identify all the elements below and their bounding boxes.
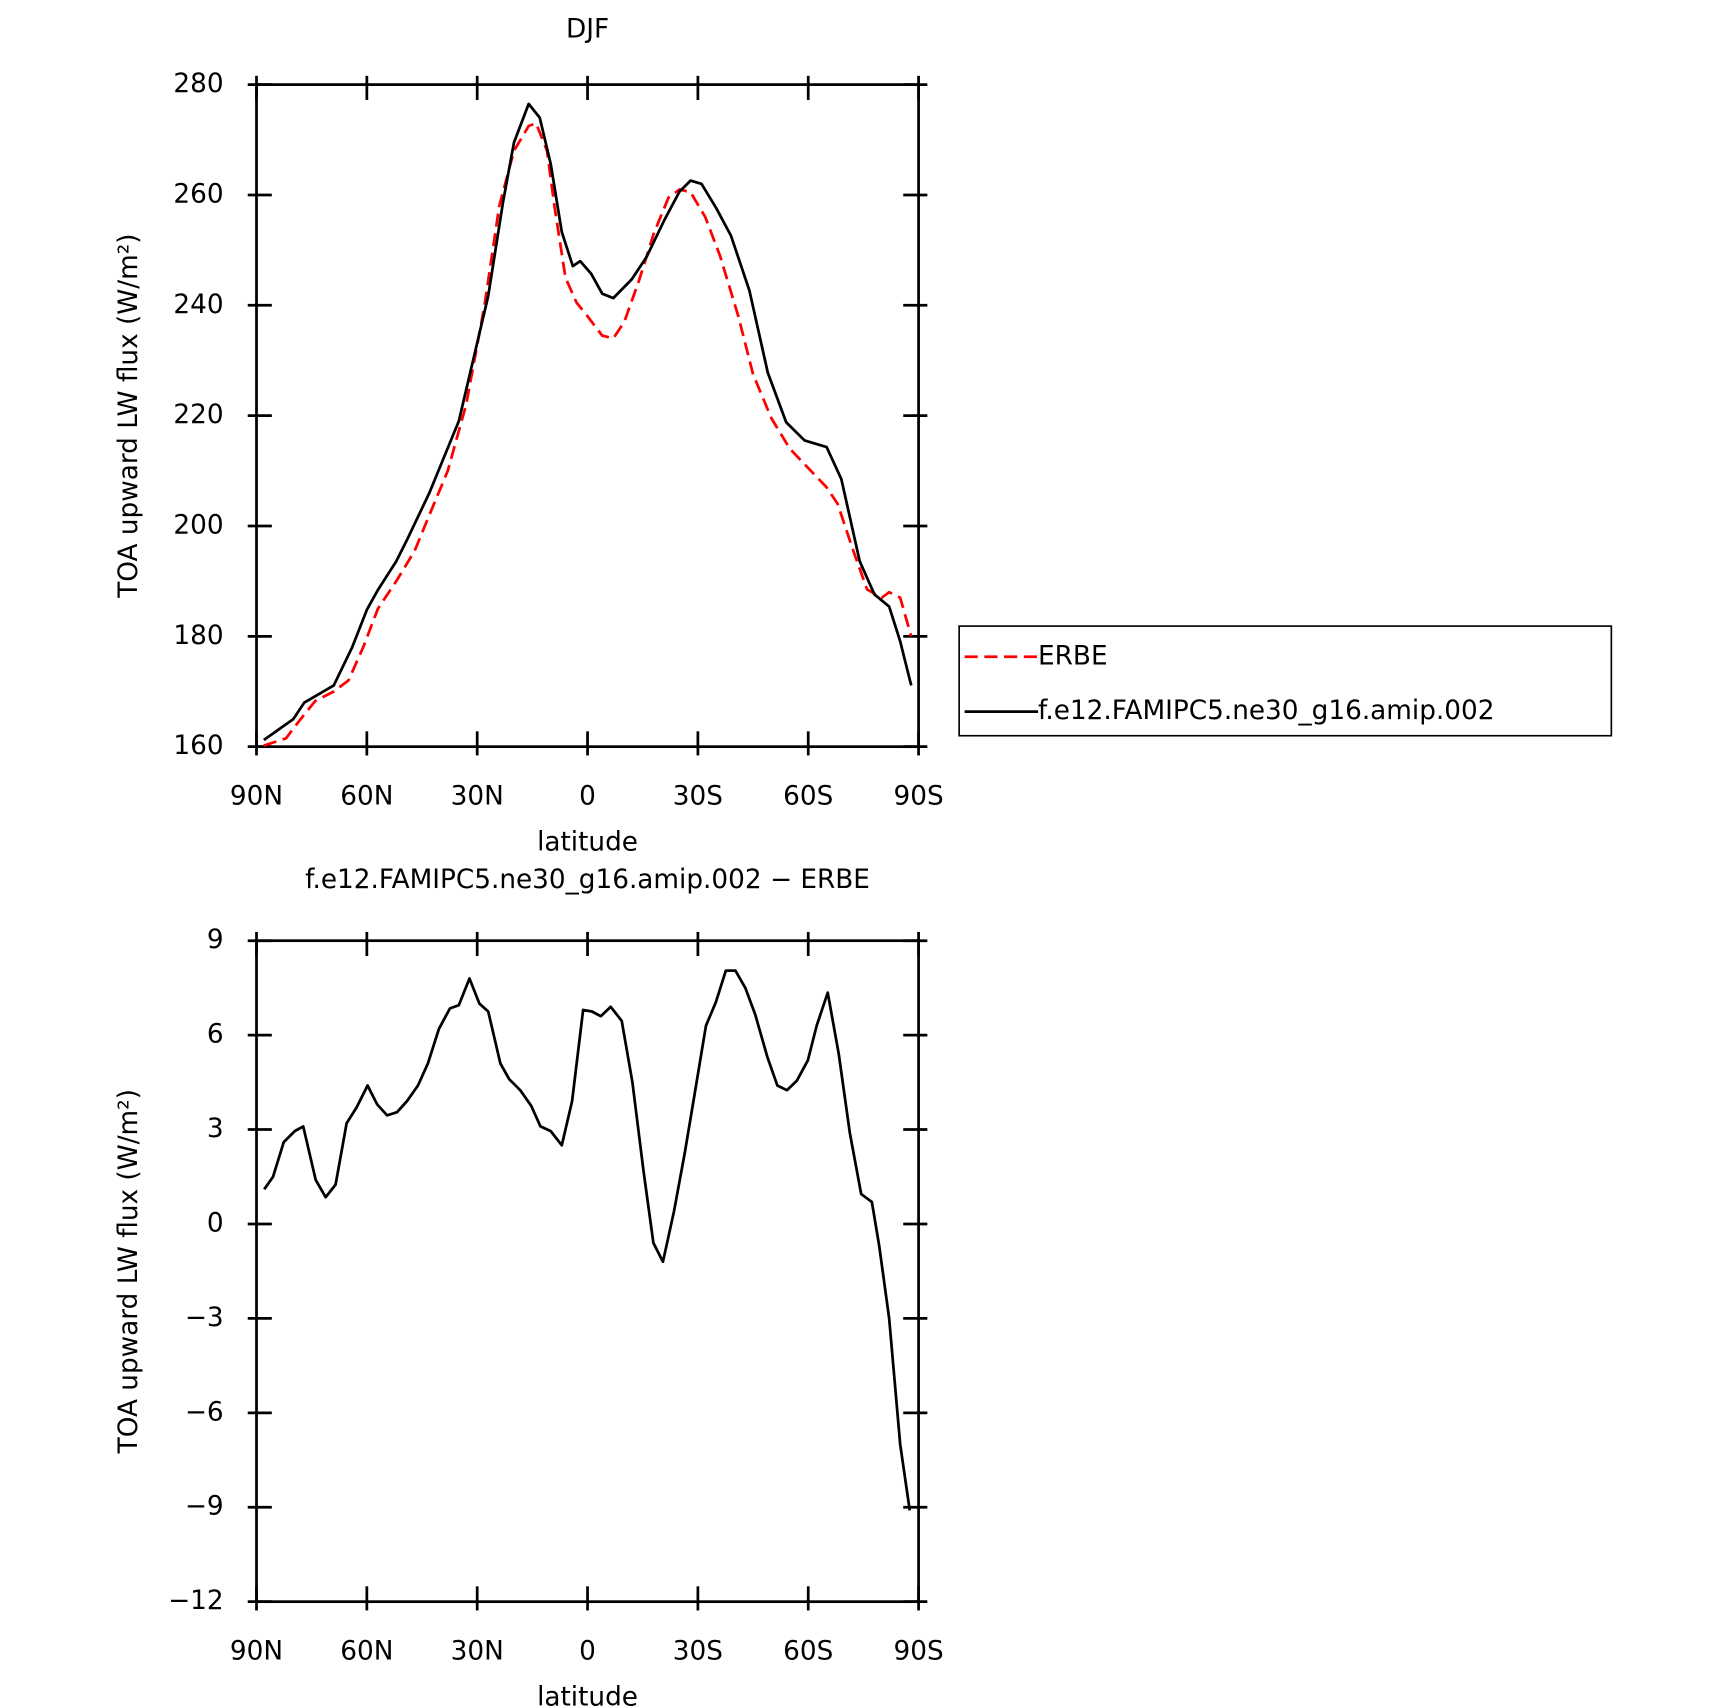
y-tick-label: 9 xyxy=(207,925,224,955)
y-tick-label: 160 xyxy=(173,731,223,761)
x-tick-label: 60N xyxy=(340,782,393,812)
y-tick-label: 260 xyxy=(173,179,223,209)
x-axis-label: latitude xyxy=(537,1683,638,1706)
x-tick-label: 30S xyxy=(673,782,723,812)
x-tick-label: 0 xyxy=(579,1637,596,1667)
x-tick-label: 90N xyxy=(230,782,283,812)
x-tick-label: 30N xyxy=(451,782,504,812)
legend-label: f.e12.FAMIPC5.ne30_g16.amip.002 xyxy=(1038,696,1494,726)
y-axis-label: TOA upward LW flux (W/m²) xyxy=(114,1089,144,1454)
chart-title: f.e12.FAMIPC5.ne30_g16.amip.002 − ERBE xyxy=(305,865,870,895)
y-tick-label: 220 xyxy=(173,400,223,430)
y-tick-label: −9 xyxy=(185,1492,224,1522)
plot-frame xyxy=(255,939,920,1604)
plot-frame xyxy=(255,83,920,749)
y-tick-label: 280 xyxy=(173,69,223,99)
x-tick-label: 90N xyxy=(230,1637,283,1667)
data-line xyxy=(263,102,913,742)
x-tick-label: 60S xyxy=(783,1637,833,1667)
y-axis-label: TOA upward LW flux (W/m²) xyxy=(114,233,144,598)
x-tick-label: 60S xyxy=(783,782,833,812)
y-tick-label: 180 xyxy=(173,621,223,651)
x-tick-label: 90S xyxy=(893,782,943,812)
x-tick-label: 30N xyxy=(451,1637,504,1667)
legend-box xyxy=(958,625,1613,737)
x-tick-label: 30S xyxy=(673,1637,723,1667)
y-tick-label: −6 xyxy=(185,1397,224,1427)
x-tick-label: 0 xyxy=(579,782,596,812)
data-line xyxy=(263,969,912,1511)
chart-title: DJF xyxy=(566,14,609,44)
y-tick-label: 0 xyxy=(207,1208,224,1238)
x-tick-label: 60N xyxy=(340,1637,393,1667)
y-tick-label: 200 xyxy=(173,510,223,540)
y-tick-label: −3 xyxy=(185,1303,224,1333)
y-tick-label: −12 xyxy=(168,1586,224,1616)
x-axis-label: latitude xyxy=(537,828,638,858)
x-tick-label: 90S xyxy=(893,1637,943,1667)
y-tick-label: 6 xyxy=(207,1020,224,1050)
data-line xyxy=(263,121,913,747)
legend-label: ERBE xyxy=(1038,641,1108,671)
y-tick-label: 3 xyxy=(207,1114,224,1144)
y-tick-label: 240 xyxy=(173,290,223,320)
